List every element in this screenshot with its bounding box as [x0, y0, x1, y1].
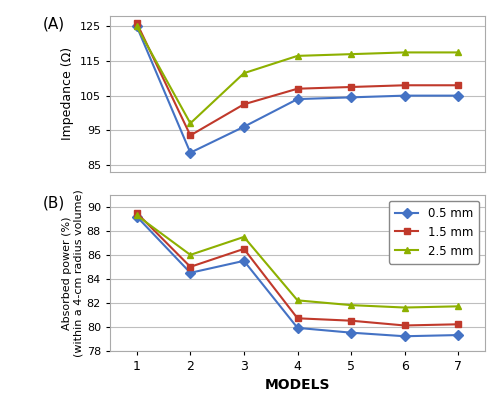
- Y-axis label: Impedance (Ω): Impedance (Ω): [62, 47, 74, 141]
- 1.5 mm: [241, 102, 247, 107]
- 2.5 mm: [188, 121, 194, 126]
- Line: 2.5 mm: 2.5 mm: [134, 212, 462, 311]
- 2.5 mm: [455, 50, 461, 55]
- 1.5 mm: [188, 264, 194, 269]
- 1.5 mm: [294, 316, 300, 321]
- Line: 2.5 mm: 2.5 mm: [134, 23, 462, 127]
- 1.5 mm: [455, 83, 461, 88]
- 0.5 mm: [348, 95, 354, 100]
- 2.5 mm: [134, 213, 140, 218]
- 1.5 mm: [134, 210, 140, 215]
- 1.5 mm: [455, 322, 461, 327]
- 1.5 mm: [188, 133, 194, 138]
- 0.5 mm: [402, 334, 407, 339]
- 0.5 mm: [348, 330, 354, 335]
- 2.5 mm: [188, 252, 194, 257]
- 2.5 mm: [241, 71, 247, 76]
- Line: 0.5 mm: 0.5 mm: [134, 23, 462, 156]
- Line: 1.5 mm: 1.5 mm: [134, 20, 462, 139]
- 0.5 mm: [188, 150, 194, 155]
- 2.5 mm: [134, 24, 140, 29]
- 0.5 mm: [402, 93, 407, 98]
- Text: (A): (A): [42, 16, 64, 31]
- 0.5 mm: [294, 97, 300, 102]
- 1.5 mm: [348, 318, 354, 323]
- Legend: 0.5 mm, 1.5 mm, 2.5 mm: 0.5 mm, 1.5 mm, 2.5 mm: [389, 201, 479, 264]
- Line: 1.5 mm: 1.5 mm: [134, 210, 462, 329]
- 2.5 mm: [402, 305, 407, 310]
- 1.5 mm: [241, 247, 247, 251]
- 2.5 mm: [294, 54, 300, 58]
- Y-axis label: Absorbed power (%)
(within a 4-cm radius volume): Absorbed power (%) (within a 4-cm radius…: [62, 189, 84, 357]
- 0.5 mm: [188, 270, 194, 275]
- 1.5 mm: [348, 85, 354, 89]
- 0.5 mm: [241, 125, 247, 129]
- 2.5 mm: [348, 52, 354, 56]
- Line: 0.5 mm: 0.5 mm: [134, 213, 462, 340]
- 0.5 mm: [455, 332, 461, 337]
- 1.5 mm: [402, 83, 407, 88]
- 1.5 mm: [294, 86, 300, 91]
- 1.5 mm: [134, 21, 140, 25]
- 2.5 mm: [455, 304, 461, 309]
- X-axis label: MODELS: MODELS: [265, 378, 330, 392]
- 2.5 mm: [241, 235, 247, 239]
- 0.5 mm: [455, 93, 461, 98]
- 0.5 mm: [134, 24, 140, 29]
- 2.5 mm: [294, 298, 300, 303]
- 2.5 mm: [348, 303, 354, 307]
- 0.5 mm: [241, 258, 247, 263]
- 0.5 mm: [294, 326, 300, 330]
- 1.5 mm: [402, 323, 407, 328]
- Text: (B): (B): [42, 195, 65, 210]
- 0.5 mm: [134, 214, 140, 219]
- 2.5 mm: [402, 50, 407, 55]
